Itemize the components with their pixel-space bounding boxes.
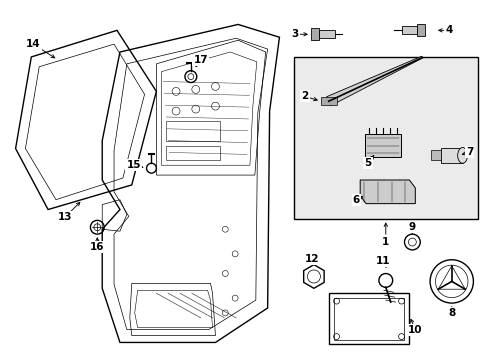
Text: 15: 15 (126, 160, 141, 170)
Polygon shape (360, 180, 414, 204)
Bar (365, 134, 400, 157)
Bar (310, 28, 318, 40)
Bar (328, 293, 408, 345)
Text: 8: 8 (447, 308, 454, 318)
Bar (294, 57, 477, 219)
Text: 14: 14 (26, 39, 41, 49)
Polygon shape (320, 97, 336, 105)
Text: 11: 11 (375, 256, 389, 266)
Text: 6: 6 (352, 195, 359, 205)
Text: 3: 3 (291, 29, 298, 39)
Bar (166, 121, 220, 141)
Bar (166, 145, 220, 160)
Text: 1: 1 (382, 237, 388, 247)
Ellipse shape (457, 148, 467, 163)
Text: 5: 5 (364, 158, 371, 168)
Bar (416, 24, 424, 36)
Bar (401, 26, 416, 34)
Text: 2: 2 (301, 91, 308, 101)
Bar (430, 150, 440, 160)
Text: 10: 10 (407, 325, 422, 335)
Text: 13: 13 (58, 212, 72, 222)
Text: 4: 4 (444, 25, 451, 35)
Text: 9: 9 (408, 222, 415, 232)
Bar (318, 30, 334, 38)
Text: 17: 17 (193, 55, 207, 65)
Text: 7: 7 (465, 148, 472, 157)
Polygon shape (326, 56, 422, 106)
Bar (440, 148, 462, 163)
Text: 12: 12 (304, 254, 319, 264)
Text: 16: 16 (90, 242, 104, 252)
Bar (333, 298, 404, 339)
